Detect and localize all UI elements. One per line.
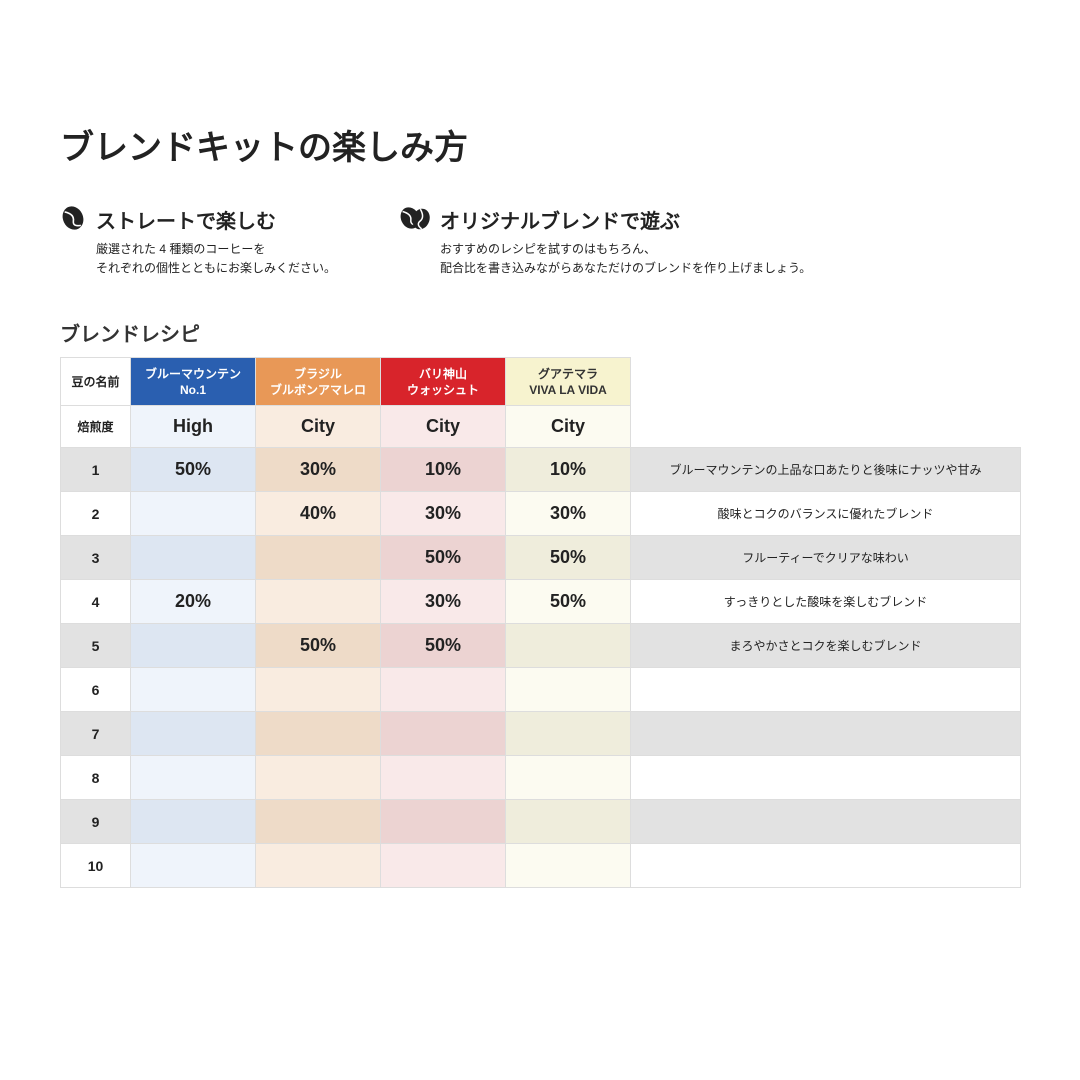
blend-cell: 10% xyxy=(506,448,631,492)
blend-description: 酸味とコクのバランスに優れたブレンド xyxy=(631,492,1021,536)
blend-description xyxy=(631,668,1021,712)
blend-cell xyxy=(131,712,256,756)
bean-header-2: バリ神山ウォッシュト xyxy=(381,358,506,406)
blend-cell: 20% xyxy=(131,580,256,624)
blend-cell: 30% xyxy=(506,492,631,536)
blend-cell xyxy=(131,756,256,800)
intro-blend-desc: おすすめのレシピを試すのはもちろん、配合比を書き込みながらあなただけのブレンドを… xyxy=(440,240,811,278)
blend-cell: 50% xyxy=(506,536,631,580)
blend-cell xyxy=(381,756,506,800)
blend-cell: 50% xyxy=(381,536,506,580)
blend-cell xyxy=(381,668,506,712)
table-row: 7 xyxy=(61,712,1021,756)
blend-cell xyxy=(506,756,631,800)
blend-cell: 10% xyxy=(381,448,506,492)
table-row: 150%30%10%10%ブルーマウンテンの上品な口あたりと後味にナッツや甘み xyxy=(61,448,1021,492)
blend-cell xyxy=(256,580,381,624)
blend-description: フルーティーでクリアな味わい xyxy=(631,536,1021,580)
blend-cell xyxy=(256,668,381,712)
blend-cell xyxy=(131,492,256,536)
blend-cell xyxy=(381,800,506,844)
blend-cell xyxy=(381,844,506,888)
row-number: 3 xyxy=(61,536,131,580)
intro-straight: ストレートで楽しむ 厳選された 4 種類のコーヒーをそれぞれの個性とともにお楽し… xyxy=(60,205,336,278)
recipe-table-body: 150%30%10%10%ブルーマウンテンの上品な口あたりと後味にナッツや甘み2… xyxy=(61,448,1021,888)
table-row: 8 xyxy=(61,756,1021,800)
intro-section: ストレートで楽しむ 厳選された 4 種類のコーヒーをそれぞれの個性とともにお楽し… xyxy=(60,205,1020,278)
intro-blend: オリジナルブレンドで遊ぶ おすすめのレシピを試すのはもちろん、配合比を書き込みな… xyxy=(396,205,811,278)
coffee-beans-icon xyxy=(396,205,430,231)
table-corner-roast: 焙煎度 xyxy=(61,406,131,448)
blend-cell: 40% xyxy=(256,492,381,536)
blend-cell xyxy=(506,844,631,888)
blend-cell: 50% xyxy=(506,580,631,624)
blend-description: すっきりとした酸味を楽しむブレンド xyxy=(631,580,1021,624)
row-number: 2 xyxy=(61,492,131,536)
blend-description: ブルーマウンテンの上品な口あたりと後味にナッツや甘み xyxy=(631,448,1021,492)
bean-header-0: ブルーマウンテンNo.1 xyxy=(131,358,256,406)
blend-cell xyxy=(131,624,256,668)
intro-straight-desc: 厳選された 4 種類のコーヒーをそれぞれの個性とともにお楽しみください。 xyxy=(96,240,336,278)
blend-cell xyxy=(131,536,256,580)
blend-cell xyxy=(256,536,381,580)
table-row: 10 xyxy=(61,844,1021,888)
blend-cell xyxy=(256,800,381,844)
blend-cell xyxy=(506,800,631,844)
blend-description: まろやかさとコクを楽しむブレンド xyxy=(631,624,1021,668)
blend-cell xyxy=(506,712,631,756)
blend-cell xyxy=(256,844,381,888)
row-number: 6 xyxy=(61,668,131,712)
blend-cell xyxy=(506,624,631,668)
table-row: 350%50%フルーティーでクリアな味わい xyxy=(61,536,1021,580)
table-row: 5 50%50% まろやかさとコクを楽しむブレンド xyxy=(61,624,1021,668)
blend-cell: 30% xyxy=(381,492,506,536)
blend-cell xyxy=(506,668,631,712)
blend-description xyxy=(631,844,1021,888)
row-number: 10 xyxy=(61,844,131,888)
page-title: ブレンドキットの楽しみ方 xyxy=(60,120,1020,169)
blend-description xyxy=(631,800,1021,844)
table-row: 240%30%30%酸味とコクのバランスに優れたブレンド xyxy=(61,492,1021,536)
coffee-bean-icon xyxy=(60,205,86,231)
row-number: 9 xyxy=(61,800,131,844)
row-number: 7 xyxy=(61,712,131,756)
blend-cell: 50% xyxy=(381,624,506,668)
blend-cell: 50% xyxy=(256,624,381,668)
table-row: 420% 30%50%すっきりとした酸味を楽しむブレンド xyxy=(61,580,1021,624)
row-number: 1 xyxy=(61,448,131,492)
blend-cell xyxy=(131,800,256,844)
blend-cell: 30% xyxy=(256,448,381,492)
recipe-table-head: 豆の名前ブルーマウンテンNo.1ブラジルブルボンアマレロバリ神山ウォッシュトグア… xyxy=(61,358,1021,448)
intro-straight-heading: ストレートで楽しむ xyxy=(96,205,336,234)
blend-cell: 50% xyxy=(131,448,256,492)
bean-header-3: グアテマラVIVA LA VIDA xyxy=(506,358,631,406)
intro-blend-heading: オリジナルブレンドで遊ぶ xyxy=(440,205,811,234)
roast-0: High xyxy=(131,406,256,448)
blend-description xyxy=(631,712,1021,756)
blend-cell xyxy=(256,756,381,800)
blend-cell xyxy=(131,668,256,712)
row-number: 8 xyxy=(61,756,131,800)
blend-cell xyxy=(256,712,381,756)
row-number: 5 xyxy=(61,624,131,668)
blend-cell xyxy=(381,712,506,756)
row-number: 4 xyxy=(61,580,131,624)
blend-cell: 30% xyxy=(381,580,506,624)
bean-header-1: ブラジルブルボンアマレロ xyxy=(256,358,381,406)
roast-2: City xyxy=(381,406,506,448)
roast-1: City xyxy=(256,406,381,448)
table-row: 9 xyxy=(61,800,1021,844)
blend-cell xyxy=(131,844,256,888)
blend-description xyxy=(631,756,1021,800)
roast-3: City xyxy=(506,406,631,448)
recipe-title: ブレンドレシピ xyxy=(60,318,1020,347)
table-row: 6 xyxy=(61,668,1021,712)
recipe-table: 豆の名前ブルーマウンテンNo.1ブラジルブルボンアマレロバリ神山ウォッシュトグア… xyxy=(60,357,1021,888)
table-corner-beanname: 豆の名前 xyxy=(61,358,131,406)
